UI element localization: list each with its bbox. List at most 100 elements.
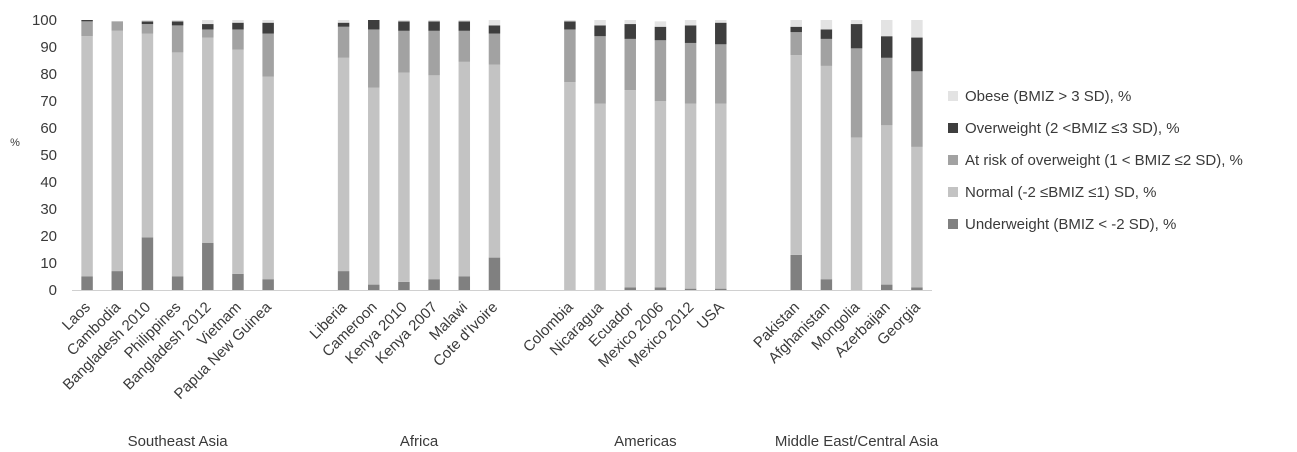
bar-segment — [337, 22, 350, 27]
bar-segment — [398, 72, 410, 282]
bar-segment — [428, 30, 440, 76]
bar-segment — [141, 20, 154, 22]
legend-swatch — [948, 219, 958, 229]
bar-segment — [624, 20, 636, 25]
bar-segment — [488, 25, 501, 34]
bar-segment — [202, 242, 214, 290]
bar-segment — [458, 20, 471, 22]
bar-segment — [398, 30, 410, 73]
legend-swatch — [948, 91, 958, 101]
bar-segment — [81, 21, 93, 37]
bar-segment — [684, 288, 697, 290]
y-tick-label: 10 — [40, 255, 57, 272]
bar-segment — [232, 22, 244, 30]
legend: Obese (BMIZ > 3 SD), % Overweight (2 <BMI… — [948, 88, 1243, 233]
bar-segment — [881, 36, 893, 58]
bar-segment — [368, 87, 380, 285]
bar-segment — [790, 32, 802, 56]
bar-segment — [141, 237, 154, 290]
bar-segment — [911, 20, 923, 38]
bar-segment — [881, 125, 893, 285]
bar-segment — [624, 90, 636, 288]
bar-segment — [911, 287, 923, 290]
legend-label: Normal (-2 ≤BMIZ ≤1) SD, % — [965, 184, 1156, 201]
bar-segment — [398, 281, 410, 290]
bar-segment — [171, 20, 184, 22]
y-axis-ticks: 0 10 20 30 40 50 60 70 80 90 100 — [32, 12, 57, 299]
bar-segment — [398, 20, 410, 22]
bar-segment — [398, 21, 410, 31]
bar-segment — [111, 21, 123, 31]
bar-segment — [790, 20, 802, 27]
bar-segment — [881, 20, 893, 37]
bar-segment — [911, 146, 923, 288]
bar-segment — [368, 284, 380, 290]
bar-segment — [232, 49, 244, 274]
bar-segment — [171, 25, 184, 53]
bar-segment — [820, 20, 833, 30]
y-tick-label: 20 — [40, 228, 57, 245]
bar-segment — [715, 103, 727, 289]
bar-segment — [141, 21, 154, 25]
bar-segment — [564, 20, 576, 22]
bar-segment — [428, 20, 440, 22]
bar-segment — [715, 20, 727, 23]
bar-segment — [564, 29, 576, 83]
y-tick-label: 50 — [40, 147, 57, 164]
bar-segment — [171, 52, 184, 277]
group-label: Americas — [614, 433, 677, 450]
y-tick-label: 30 — [40, 201, 57, 218]
bar-segment — [171, 21, 184, 26]
bar-segment — [141, 33, 154, 238]
bar-segment — [564, 82, 576, 290]
bar-segment — [202, 29, 214, 38]
bar-segment — [820, 38, 833, 66]
group-label: Africa — [400, 433, 439, 450]
bar-segment — [594, 20, 606, 26]
bar-segment — [111, 271, 123, 290]
category-label: USA — [694, 299, 728, 333]
y-tick-label: 80 — [40, 66, 57, 83]
bar-segment — [790, 26, 802, 33]
bar-segment — [111, 30, 123, 272]
legend-label: Obese (BMIZ > 3 SD), % — [965, 88, 1131, 105]
legend-swatch — [948, 187, 958, 197]
bar-segment — [820, 279, 833, 290]
bar-segment — [368, 29, 380, 88]
group-label: Southeast Asia — [128, 433, 229, 450]
legend-swatch — [948, 123, 958, 133]
bar-segment — [594, 36, 606, 104]
bar-segment — [564, 21, 576, 30]
bar-segment — [684, 20, 697, 26]
bar-segment — [202, 24, 214, 30]
bar-segment — [458, 21, 471, 31]
bar-segment — [81, 276, 93, 290]
bar-segment — [202, 37, 214, 243]
bar-segment — [911, 37, 923, 72]
bar-segment — [368, 20, 380, 30]
bar-segment — [684, 25, 697, 43]
bar-segment — [232, 29, 244, 50]
legend-swatch — [948, 155, 958, 165]
group-label: Middle East/Central Asia — [775, 433, 939, 450]
bar-segment — [624, 287, 636, 290]
bar-segment — [820, 65, 833, 280]
bar-segment — [654, 26, 667, 41]
y-tick-label: 60 — [40, 120, 57, 137]
bar-segment — [488, 64, 501, 258]
bar-segment — [458, 30, 471, 62]
bar-segment — [790, 254, 802, 290]
bar-segment — [428, 21, 440, 31]
bar-segment — [262, 22, 274, 34]
bar-segment — [850, 48, 863, 138]
bar-segment — [654, 101, 667, 288]
bar-segment — [81, 36, 93, 277]
bar-segment — [337, 57, 350, 272]
y-tick-label: 0 — [49, 282, 57, 299]
bar-segment — [262, 20, 274, 23]
bar-segment — [881, 57, 893, 126]
bar-segment — [654, 40, 667, 101]
bar-segment — [881, 284, 893, 290]
bar-segment — [715, 22, 727, 45]
bar-segment — [820, 29, 833, 39]
